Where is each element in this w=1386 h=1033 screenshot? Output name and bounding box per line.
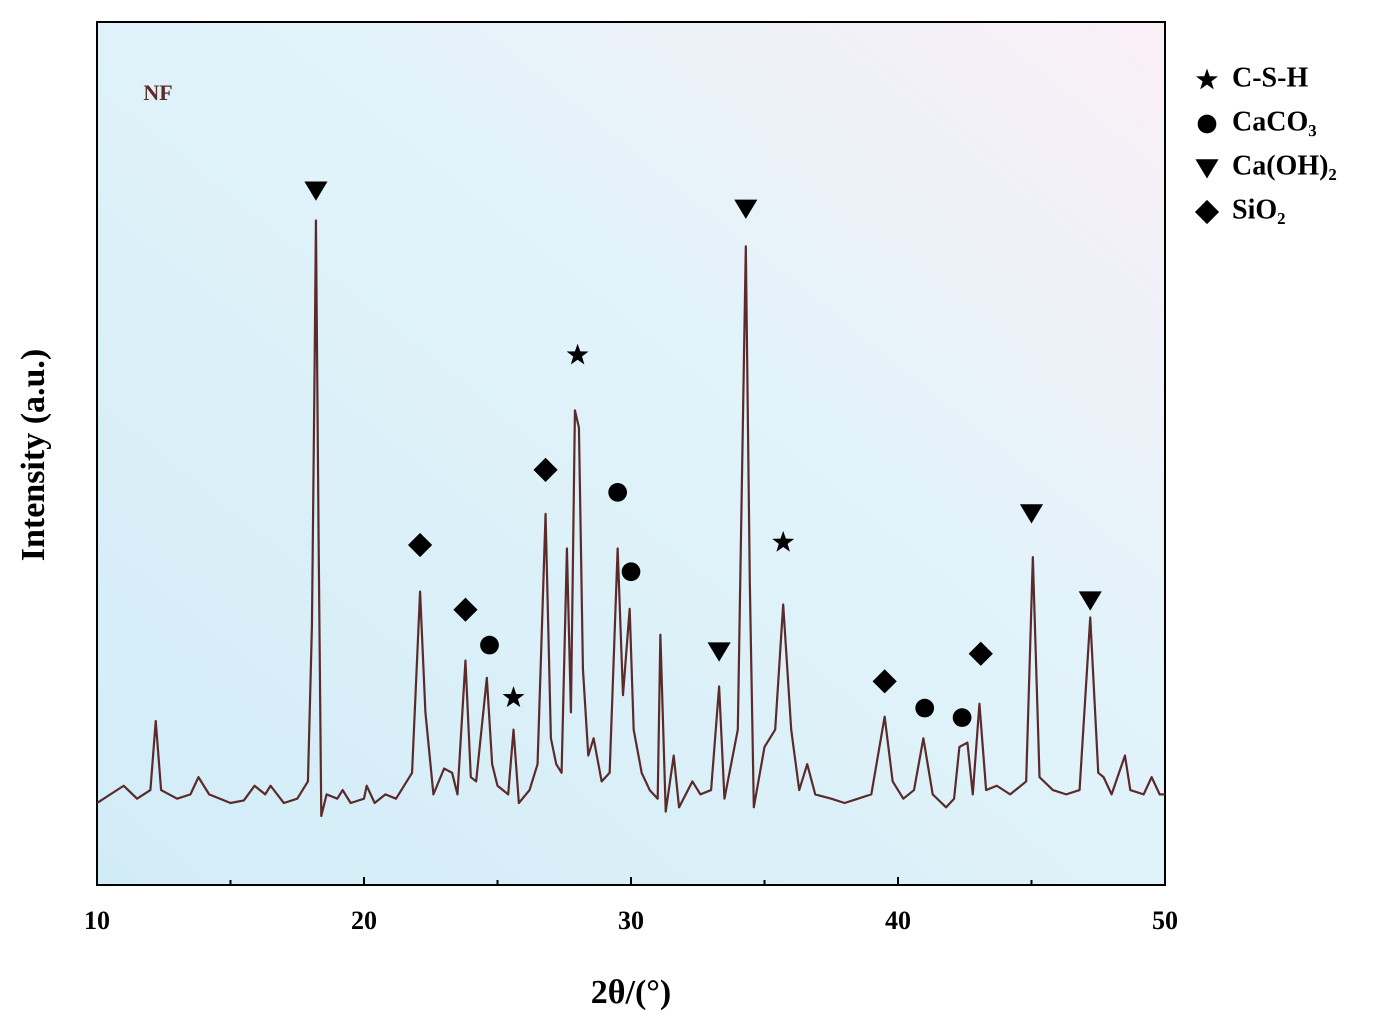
phase-marker <box>621 562 641 582</box>
legend-symbol <box>1196 68 1218 90</box>
phase-marker <box>1019 504 1044 524</box>
annotation: NF <box>143 80 172 105</box>
legend-label: Ca(OH)₂ <box>1232 150 1337 181</box>
legend-symbol <box>1197 114 1217 134</box>
phase-marker <box>707 642 731 662</box>
phase-marker <box>734 199 758 219</box>
phase-marker <box>952 708 972 727</box>
phase-marker <box>968 641 993 666</box>
phase-marker <box>533 457 558 482</box>
legend-symbol <box>1194 199 1220 225</box>
phase-marker <box>304 181 328 201</box>
phase-marker <box>407 532 433 558</box>
plot-area <box>96 21 1166 886</box>
legend-label: CaCO₃ <box>1232 106 1317 137</box>
x-tick-label: 30 <box>618 906 644 935</box>
x-axis-label: 2θ/(°) <box>591 974 671 1011</box>
phase-marker <box>1078 591 1102 611</box>
phase-marker <box>480 635 499 655</box>
phase-marker <box>502 686 525 708</box>
phase-marker <box>915 698 935 718</box>
legend-label: C-S-H <box>1232 62 1308 93</box>
legend-label: SiO₂ <box>1232 194 1286 225</box>
phase-marker <box>772 530 795 552</box>
legend-symbol <box>1195 159 1219 179</box>
phase-marker <box>566 343 589 365</box>
x-tick-label: 50 <box>1152 906 1178 935</box>
y-axis-label: Intensity (a.u.) <box>15 349 52 562</box>
phase-marker <box>608 482 628 502</box>
x-tick-label: 40 <box>885 906 911 935</box>
phase-marker <box>453 597 478 622</box>
x-tick-label: 20 <box>351 906 377 935</box>
phase-marker <box>872 669 897 694</box>
line <box>96 219 1165 818</box>
x-tick-label: 10 <box>84 906 110 935</box>
